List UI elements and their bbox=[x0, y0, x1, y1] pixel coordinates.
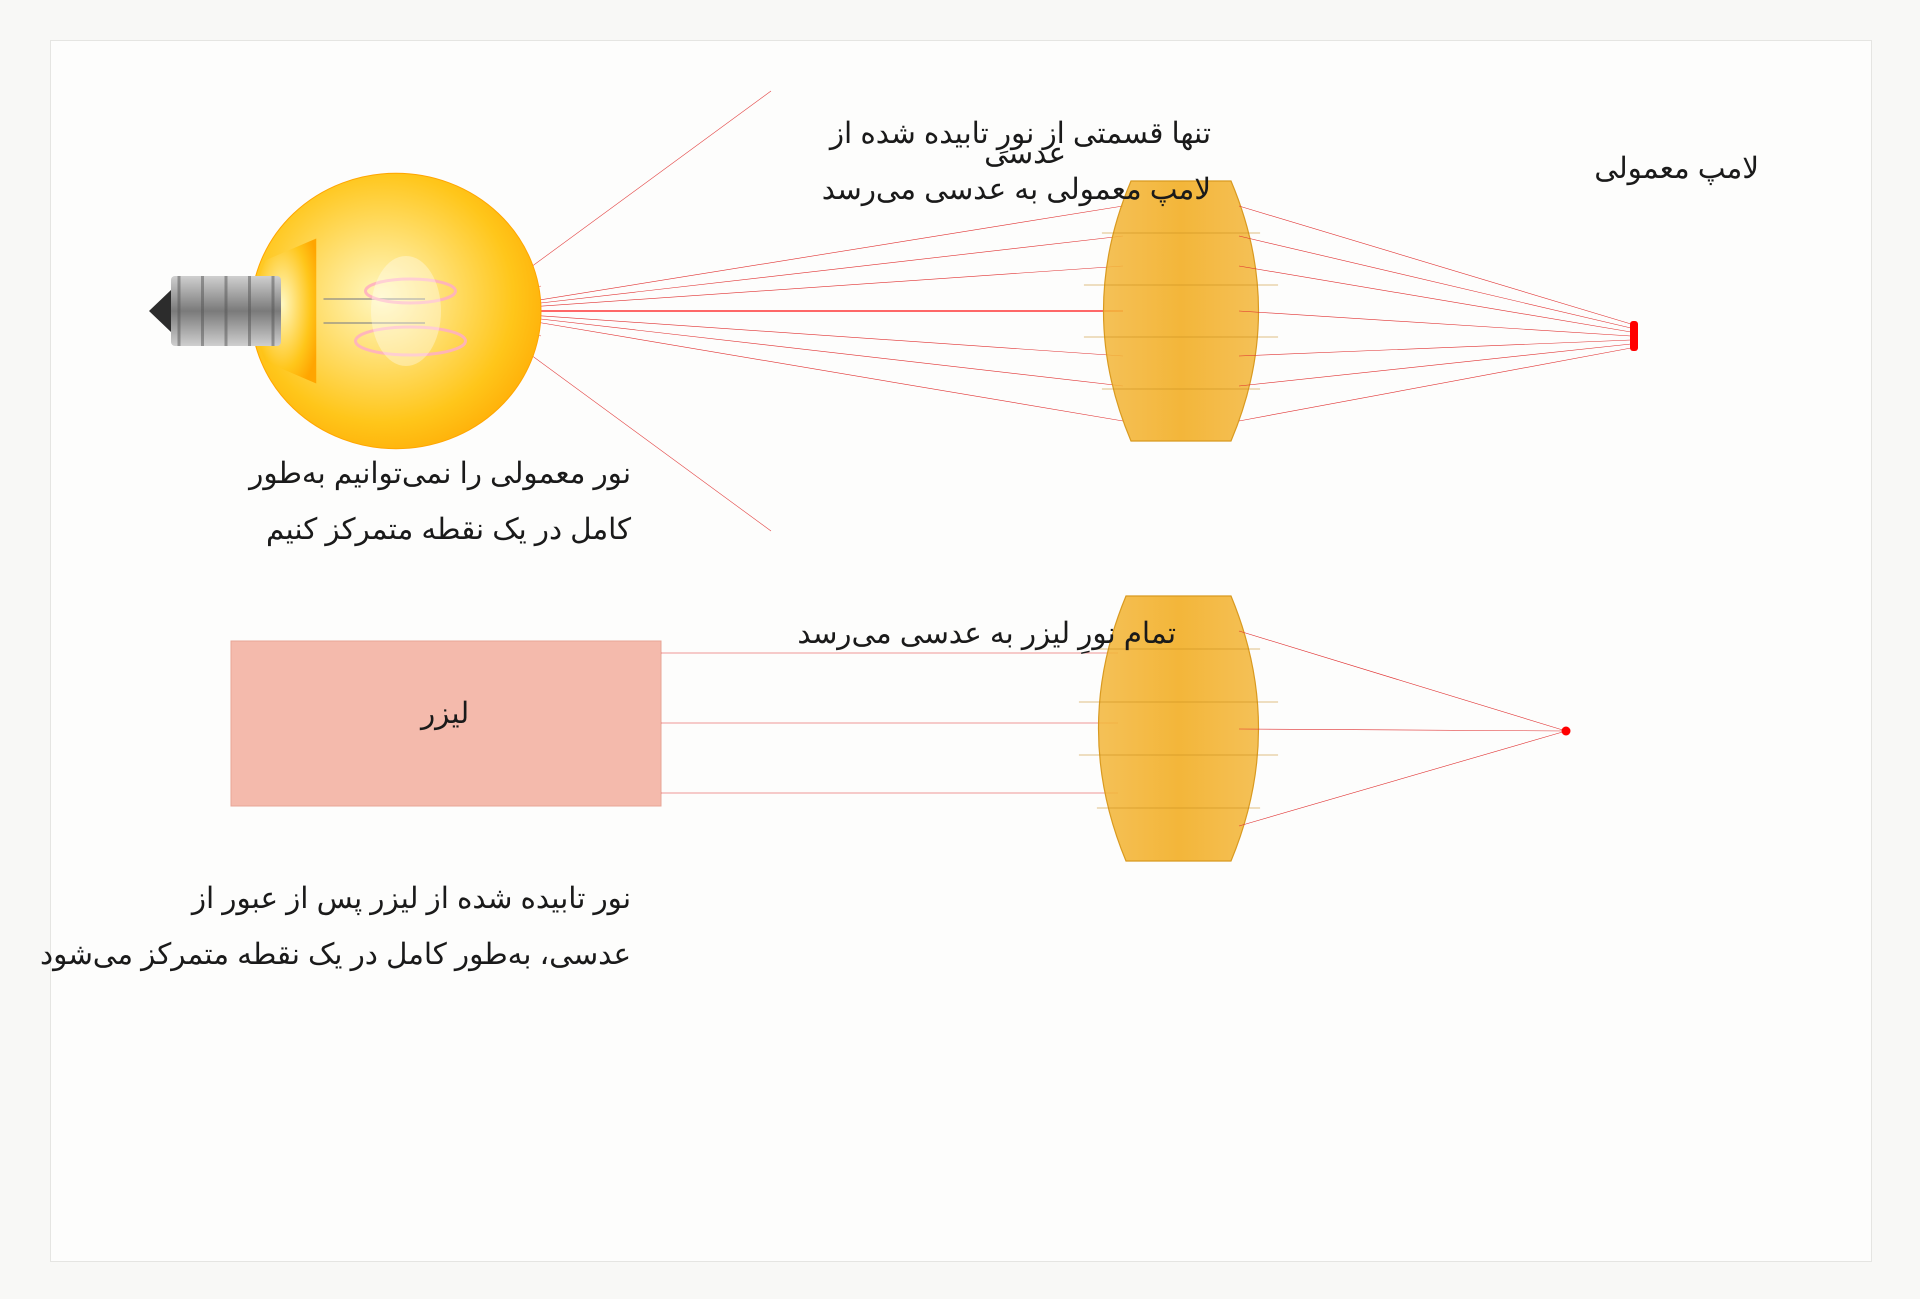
top-focus-caption-label: نور معمولی را نمی‌توانیم به‌طور کامل در … bbox=[249, 446, 631, 557]
bottom-focus-point bbox=[1562, 727, 1571, 736]
top-lens-label: عدسی bbox=[984, 126, 1066, 182]
top-focus-caption-line1: نور معمولی را نمی‌توانیم به‌طور bbox=[249, 457, 631, 490]
laser-caption-label: تمام نورِ لیزر به عدسی می‌رسد bbox=[797, 606, 1176, 662]
top-focus-mark bbox=[1630, 321, 1638, 351]
bulb-title-label: لامپ معمولی bbox=[1594, 141, 1759, 197]
top-focus-caption-line2: کامل در یک نقطه متمرکز کنیم bbox=[266, 513, 631, 546]
bottom-focus-caption-line1: نور تابیده شده از لیزر پس از عبور از bbox=[192, 882, 631, 915]
lens bbox=[1104, 181, 1259, 441]
laser-box-label: لیزر bbox=[421, 686, 469, 742]
bottom-focus-caption-label: نور تابیده شده از لیزر پس از عبور از عدس… bbox=[40, 871, 631, 982]
diagram-frame: لامپ معمولی تنها قسمتی از نورِ تابیده شد… bbox=[50, 40, 1872, 1262]
bottom-focus-caption-line2: عدسی، به‌طور کامل در یک نقطه متمرکز می‌ش… bbox=[40, 938, 631, 971]
